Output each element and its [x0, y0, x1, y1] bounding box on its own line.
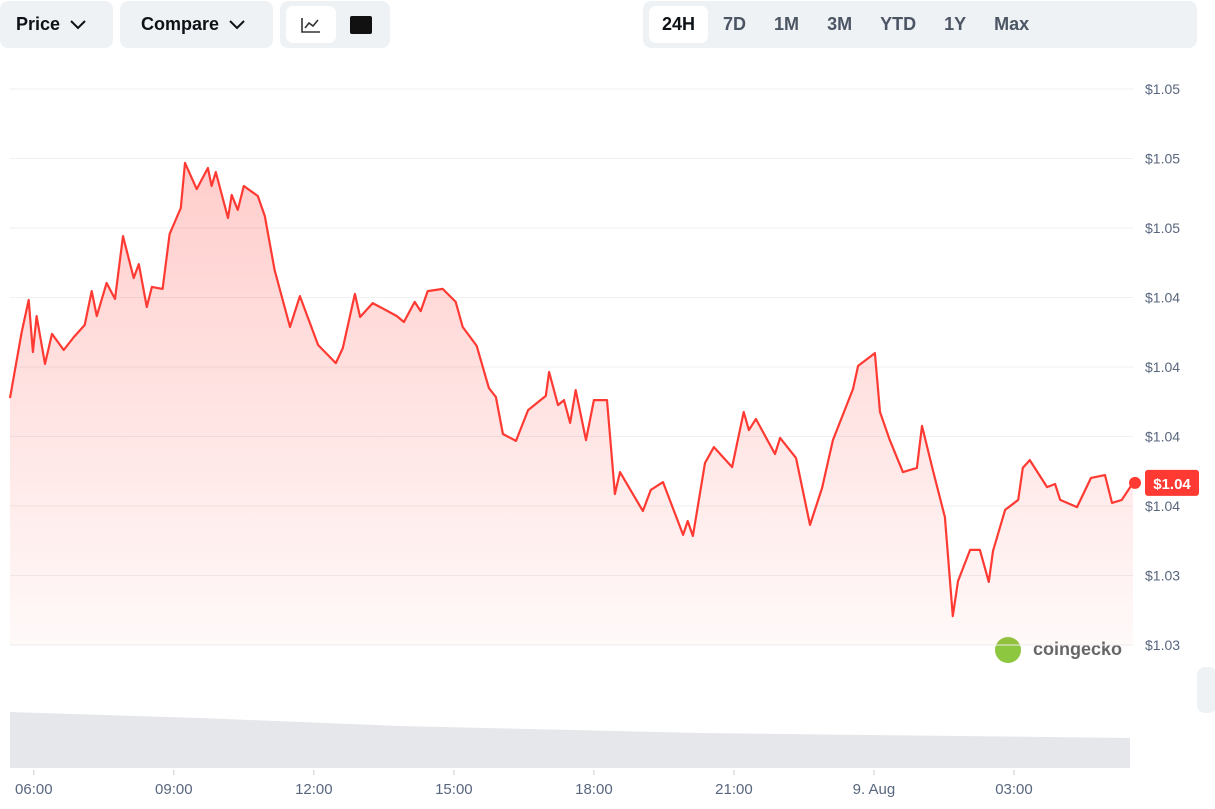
y-tick-label: $1.04 — [1145, 359, 1180, 375]
current-price-tag — [1145, 469, 1199, 496]
range-button[interactable]: 7D — [723, 14, 747, 34]
chevron — [229, 19, 245, 29]
y-tick-label: $1.04 — [1145, 498, 1180, 514]
range-button[interactable]: 3M — [827, 14, 853, 34]
side-handle — [1197, 667, 1215, 713]
y-tick-label: $1.04 — [1145, 429, 1180, 445]
line-icon — [301, 17, 320, 33]
price-line — [8, 161, 1134, 618]
x-tick-label: 21:00 — [715, 781, 753, 798]
y-tick-label: $1.03 — [1145, 568, 1180, 584]
range-button[interactable]: Max — [994, 14, 1030, 34]
range-button[interactable]: 1Y — [944, 14, 967, 34]
x-tick-label: 18:00 — [575, 781, 613, 798]
x-tick-label: 9. Aug — [853, 781, 896, 798]
range-button[interactable]: YTD — [880, 14, 917, 34]
range-button[interactable]: 1M — [774, 14, 800, 34]
y-tick-label: $1.03 — [1145, 637, 1180, 653]
y-tick-label: $1.04 — [1145, 290, 1180, 306]
range-group: 24H 7D 1M 3M YTD 1Y Max — [643, 1, 1197, 48]
compare-menu[interactable]: Compare — [120, 1, 273, 48]
price-label: Price — [16, 14, 61, 34]
line-chart-button[interactable] — [286, 6, 336, 43]
x-tick-label: 09:00 — [155, 781, 193, 798]
y-tick-label: $1.05 — [1145, 151, 1180, 167]
x-tick-label: 06:00 — [15, 781, 53, 798]
x-tick-label: 12:00 — [295, 781, 333, 798]
price-area — [10, 162, 1133, 645]
chart-type-group — [280, 1, 390, 48]
price-menu[interactable]: Price — [0, 1, 113, 48]
current-price-label: $1.04 — [1153, 476, 1191, 493]
chevron — [70, 19, 86, 29]
current-price-dot — [1129, 476, 1141, 489]
x-tick-label: 15:00 — [435, 781, 473, 798]
x-tick-label: 03:00 — [995, 781, 1033, 798]
range-button[interactable]: 24H — [649, 6, 709, 43]
tradingview-button[interactable] — [350, 15, 372, 34]
compare-label: Compare — [141, 14, 220, 34]
volume-band — [10, 712, 1130, 768]
y-tick-label: $1.05 — [1145, 81, 1180, 97]
y-tick-label: $1.05 — [1145, 220, 1180, 236]
